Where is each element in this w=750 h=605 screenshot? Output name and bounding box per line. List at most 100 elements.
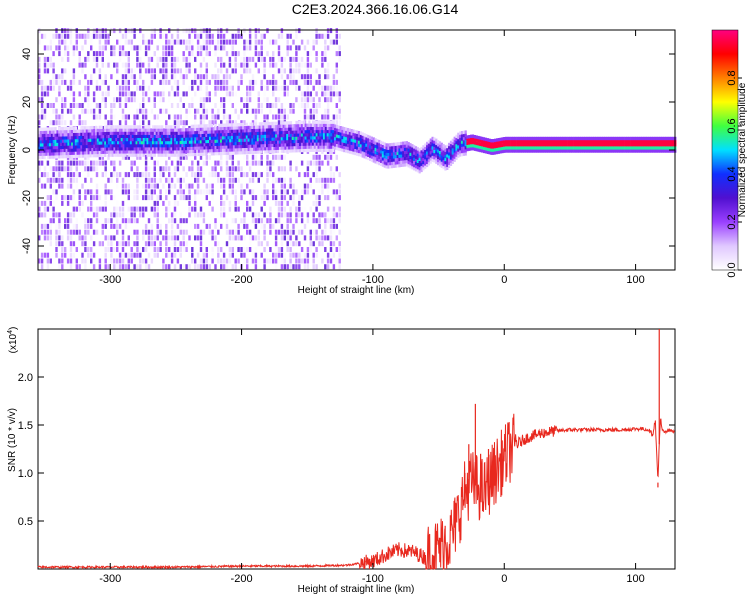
heatmap-ridge-cell <box>505 146 508 150</box>
heatmap-cell <box>214 160 217 166</box>
heatmap-cell <box>101 160 104 166</box>
heatmap-cell <box>318 166 321 172</box>
heatmap-ridge-cell <box>429 151 432 155</box>
heatmap-ridge-cell <box>396 161 399 165</box>
heatmap-ridge-cell <box>118 128 122 132</box>
heatmap-cell <box>110 108 113 114</box>
heatmap-ridge-cell <box>135 137 138 142</box>
heatmap-ridge-cell <box>102 147 105 151</box>
heatmap-cell <box>277 200 281 206</box>
heatmap-cell <box>185 247 188 252</box>
heatmap-ridge-cell <box>104 153 107 157</box>
heatmap-ridge-cell <box>63 129 66 134</box>
heatmap-ridge-cell <box>168 137 171 142</box>
heatmap-cell <box>40 172 44 178</box>
heatmap-cell <box>243 235 246 241</box>
heatmap-ridge-cell <box>335 125 339 129</box>
heatmap-ridge-cell <box>84 151 87 155</box>
heatmap-ridge-cell <box>150 134 153 138</box>
heatmap-cell <box>196 183 200 189</box>
heatmap-cell <box>110 218 113 224</box>
heatmap-ridge-cell <box>155 131 158 135</box>
heatmap-cell <box>104 79 107 85</box>
heatmap-ridge-cell <box>87 154 90 158</box>
heatmap-ridge-cell <box>209 145 212 150</box>
heatmap-ridge-cell <box>275 143 278 147</box>
heatmap-cell <box>280 252 284 258</box>
heatmap-cell <box>69 160 73 166</box>
heatmap-cell <box>266 103 269 108</box>
heatmap-cell <box>202 28 206 34</box>
heatmap-ridge-cell <box>396 148 399 152</box>
heatmap-cell <box>43 200 47 206</box>
heatmap-ridge-cell <box>587 136 590 141</box>
heatmap-ridge-cell <box>209 124 212 128</box>
heatmap-cell <box>182 235 185 241</box>
heatmap-ridge-cell <box>236 138 239 143</box>
heatmap-cell <box>274 33 278 39</box>
heatmap-ridge-cell <box>102 131 105 136</box>
heatmap-cell <box>300 97 304 103</box>
heatmap-ridge-cell <box>262 125 265 129</box>
heatmap-ridge-cell <box>63 145 66 149</box>
heatmap-cell <box>298 172 301 178</box>
heatmap-ridge-cell <box>56 130 59 134</box>
heatmap-cell <box>228 166 232 172</box>
heatmap-ridge-cell <box>427 149 430 153</box>
heatmap-cell <box>240 189 243 195</box>
heatmap-ridge-cell <box>242 138 245 142</box>
heatmap-cell <box>338 33 341 39</box>
heatmap-cell <box>78 189 81 195</box>
heatmap-ridge-cell <box>385 152 388 156</box>
heatmap-cell <box>142 97 145 103</box>
heatmap-ridge-cell <box>220 136 223 140</box>
heatmap-ridge-cell <box>181 134 184 138</box>
heatmap-cell <box>338 218 341 224</box>
heatmap-ridge-cell <box>451 138 454 143</box>
heatmap-cell <box>196 229 200 235</box>
heatmap-cell <box>98 51 102 57</box>
heatmap-cell <box>46 68 50 74</box>
heatmap-ridge-cell <box>201 127 204 131</box>
heatmap-cell <box>176 114 180 120</box>
heatmap-cell <box>147 229 151 235</box>
heatmap-ridge-cell <box>337 125 340 129</box>
heatmap-ridge-cell <box>56 142 59 147</box>
heatmap-ridge-cell <box>573 136 576 141</box>
heatmap-ridge-cell <box>266 128 269 132</box>
heatmap-ridge-cell <box>266 140 269 145</box>
heatmap-ridge-cell <box>541 139 544 144</box>
heatmap-cell <box>66 200 70 206</box>
heatmap-ridge-cell <box>334 127 337 131</box>
heatmap-cell <box>176 223 180 229</box>
heatmap-cell <box>329 172 333 178</box>
heatmap-cell <box>156 212 159 218</box>
heatmap-ridge-cell <box>339 135 342 139</box>
heatmap-cell <box>246 223 249 229</box>
heatmap-cell <box>312 108 315 114</box>
heatmap-cell <box>274 247 278 252</box>
heatmap-cell <box>277 56 281 62</box>
heatmap-cell <box>142 206 145 212</box>
heatmap-cell <box>87 103 90 108</box>
heatmap-ridge-cell <box>449 162 453 166</box>
heatmap-ridge-cell <box>227 142 230 146</box>
heatmap-cell <box>110 172 113 178</box>
heatmap-ridge-cell <box>100 153 103 158</box>
heatmap-ridge-cell <box>369 148 372 152</box>
heatmap-cell <box>49 229 52 235</box>
heatmap-ridge-cell <box>238 132 241 136</box>
heatmap-ridge-cell <box>150 150 153 154</box>
heatmap-cell <box>266 195 269 201</box>
heatmap-ridge-cell <box>227 123 230 127</box>
heatmap-ridge-cell <box>111 131 114 135</box>
heatmap-ridge-cell <box>67 154 70 159</box>
heatmap-cell <box>315 195 318 201</box>
heatmap-ridge-cell <box>398 160 401 165</box>
heatmap-ridge-cell <box>72 129 76 133</box>
heatmap-cell <box>263 45 266 51</box>
heatmap-cell <box>332 177 336 183</box>
heatmap-cell <box>121 45 125 51</box>
heatmap-cell <box>312 212 315 218</box>
heatmap-ridge-cell <box>60 155 63 159</box>
